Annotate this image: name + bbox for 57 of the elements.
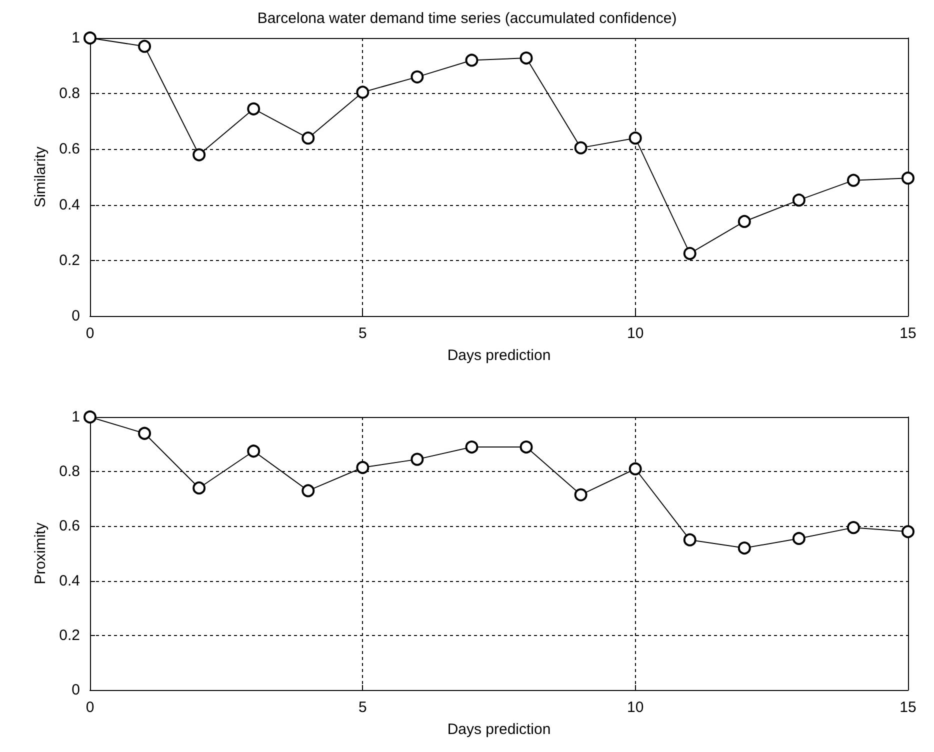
point: [247, 102, 260, 116]
x-tick-label: 5: [358, 325, 367, 342]
point: [902, 525, 914, 538]
point: [574, 141, 588, 154]
y-tick-label: 1: [72, 30, 80, 46]
point: [356, 86, 370, 99]
y-tick-label: 0.8: [59, 85, 80, 102]
point: [138, 426, 152, 440]
point: [520, 440, 533, 454]
y-tick-label: 0.4: [59, 196, 80, 214]
point: [302, 484, 315, 498]
point: [192, 148, 206, 162]
point: [84, 32, 96, 44]
point: [465, 440, 478, 454]
point: [574, 488, 588, 502]
point: [846, 521, 860, 534]
point: [410, 70, 424, 84]
chart-title: Barcelona water demand time series (accumulated confidence): [257, 10, 677, 27]
y-axis-title: Proximity: [32, 522, 49, 584]
point: [902, 172, 914, 185]
point: [247, 444, 260, 458]
point: [192, 481, 206, 494]
x-tick-label: 0: [86, 699, 94, 716]
y-tick-label: 0.4: [59, 572, 80, 590]
x-axis-title: Days prediction: [447, 347, 551, 364]
y-tick-label: 0.8: [59, 463, 80, 480]
point: [410, 452, 424, 466]
x-tick-label: 15: [900, 325, 916, 342]
y-tick-label: 0.6: [59, 140, 80, 158]
y-tick-label: 0.2: [59, 626, 80, 644]
point: [628, 132, 642, 145]
point: [628, 462, 642, 476]
point: [520, 52, 533, 65]
point: [302, 132, 315, 145]
y-axis-title: Similarity: [32, 146, 49, 208]
x-axis-title: Days prediction: [447, 721, 551, 738]
x-tick-label: 10: [626, 699, 644, 716]
y-tick-label: 0: [72, 682, 80, 698]
point: [356, 461, 370, 474]
point: [846, 174, 860, 187]
point: [738, 542, 751, 555]
y-tick-label: 0: [72, 308, 80, 324]
x-tick-label: 10: [626, 325, 644, 342]
point: [138, 40, 152, 53]
point: [792, 532, 806, 545]
x-tick-label: 5: [358, 699, 367, 716]
point: [792, 194, 806, 207]
y-tick-label: 0.2: [59, 252, 80, 269]
point: [84, 410, 96, 424]
x-tick-label: 0: [86, 325, 94, 342]
point: [683, 533, 696, 546]
y-tick-label: 0.6: [59, 518, 80, 535]
point: [465, 54, 478, 67]
x-tick-label: 15: [900, 699, 916, 716]
point: [738, 214, 751, 228]
point: [683, 246, 696, 260]
y-tick-label: 1: [72, 408, 80, 426]
